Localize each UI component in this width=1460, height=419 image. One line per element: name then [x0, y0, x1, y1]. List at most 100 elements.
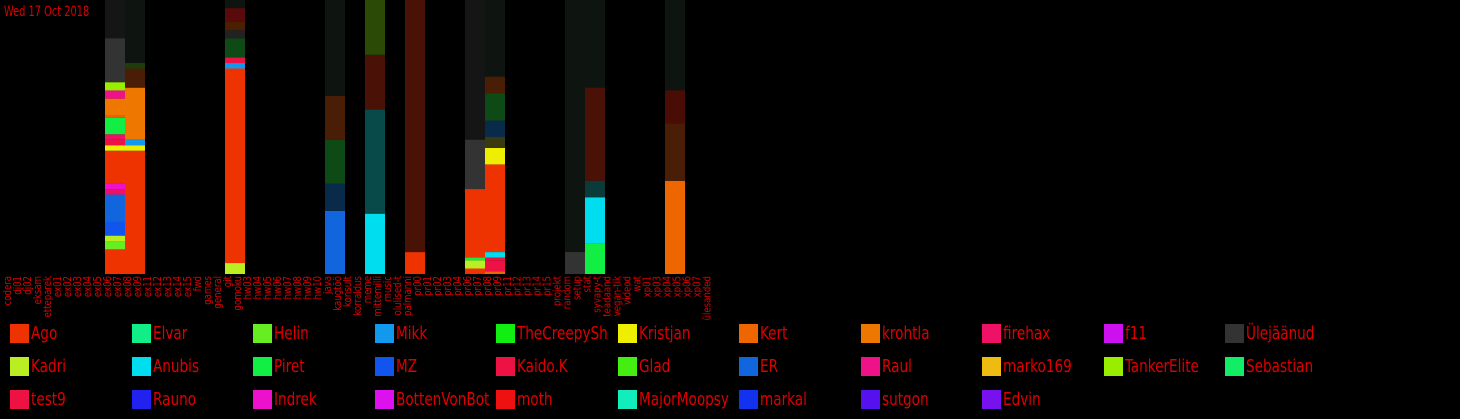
tick-label-xp07: xp07 — [692, 276, 704, 297]
legend-item: TankerElite — [1103, 353, 1224, 379]
tick-label-music: music — [382, 276, 394, 301]
legend-item: Piret — [253, 353, 373, 379]
bar-segment-pr07-9 — [485, 76, 505, 94]
legend-swatch — [10, 356, 29, 376]
tick-label-games: games — [202, 276, 214, 305]
bar-segment-ex06-11 — [105, 117, 125, 135]
bar-segment-meme-3 — [365, 0, 385, 55]
bar-segment-general-6 — [225, 21, 245, 31]
legend-label: MZ — [395, 355, 417, 377]
legend-item: Anubis — [131, 353, 252, 379]
tick-label-hw07: hw07 — [282, 276, 294, 299]
tick-label-pr00: pr00 — [412, 276, 424, 296]
bar-segment-general-2 — [225, 63, 245, 69]
bar-segment-ex06-4 — [105, 194, 125, 222]
bar-segment-random-0 — [565, 252, 585, 274]
tick-label-vegan-tik: vegan-tik — [612, 276, 624, 317]
legend-item: Ülejäänud — [1225, 320, 1345, 346]
legend-item: Kert — [739, 320, 859, 346]
bar-segment-general-5 — [225, 30, 245, 39]
tick-label-hw06: hw06 — [272, 276, 284, 299]
bar-segment-stat-2 — [585, 180, 605, 198]
legend-label: Ülejäänud — [1246, 322, 1315, 344]
bar-background-random — [565, 0, 585, 274]
legend-label: marko169 — [1003, 355, 1072, 377]
legend-label: Anubis — [152, 355, 199, 377]
tick-label-hw10: hw10 — [312, 276, 324, 299]
tick-label-codera: codera — [2, 276, 14, 305]
bar-segment-java-0 — [325, 210, 345, 274]
tick-label-dj02: dj02 — [22, 276, 34, 295]
tick-label-xp03: xp03 — [652, 276, 664, 297]
legend-swatch — [982, 389, 1001, 409]
tick-label-ex04: ex04 — [82, 276, 94, 297]
bar-segment-xp03-0 — [665, 180, 685, 274]
legend-swatch — [131, 389, 151, 409]
tick-label-hw09: hw09 — [302, 276, 314, 299]
bar-segment-java-3 — [325, 95, 345, 140]
tick-label-mittemilli: mittemilli — [372, 276, 384, 317]
legend-swatch — [253, 356, 272, 376]
legend-item: f11 — [1103, 320, 1224, 346]
legend-swatch — [617, 356, 637, 376]
bar-segment-pr07-3 — [485, 252, 505, 258]
bar-segment-stat-3 — [585, 87, 605, 181]
tick-label-meme: meme — [362, 276, 374, 303]
legend-label: Kristjan — [638, 322, 690, 344]
tick-label-ex07: ex07 — [112, 276, 124, 297]
tick-label-videod: videod — [622, 276, 634, 305]
legend-item: MajorMoopsy — [617, 386, 738, 412]
tick-label-pr07: pr07 — [472, 276, 484, 296]
bar-segment-ex06-1 — [105, 241, 125, 250]
tick-label-ex05: ex05 — [92, 276, 104, 297]
bar-segment-ex07-3 — [125, 87, 145, 140]
bar-segment-ex07-1 — [125, 145, 145, 151]
bar-segment-pr07-4 — [485, 164, 505, 253]
tick-label-syvapy-t: syvapy-t — [592, 276, 604, 313]
legend-label: MajorMoopsy — [638, 388, 729, 410]
tick-label-pr01: pr01 — [422, 276, 434, 296]
legend-label: ER — [760, 355, 779, 377]
legend-item: Rauno — [131, 386, 252, 412]
legend-label: krohtla — [881, 322, 930, 344]
legend-label: TankerElite — [1124, 355, 1199, 377]
bar-segment-pr07-0 — [485, 271, 505, 274]
bar-segment-java-2 — [325, 139, 345, 184]
bar-segment-xp03-1 — [665, 123, 685, 181]
tick-label-xp05: xp05 — [672, 276, 684, 297]
legend-label: Glad — [638, 355, 670, 377]
bar-segment-ex06-8 — [105, 145, 125, 151]
bar-segment-pr07-5 — [485, 147, 505, 165]
tick-label-fwd: fwd — [192, 276, 204, 291]
tick-label-pr02: pr02 — [432, 276, 444, 296]
legend-swatch — [253, 389, 272, 409]
bar-segment-ex06-9 — [105, 139, 125, 146]
tick-label-hw03: hw03 — [242, 276, 254, 299]
legend-item: test9 — [10, 386, 130, 412]
legend-swatch — [374, 389, 394, 409]
legend-item: Glad — [617, 353, 738, 379]
legend-item: Helin — [253, 320, 373, 346]
bar-segment-general-3 — [225, 57, 245, 64]
tick-label-eksam: eksam — [32, 276, 44, 304]
legend-swatch — [982, 356, 1001, 376]
legend-swatch — [10, 323, 29, 343]
legend-swatch — [739, 356, 758, 376]
tick-label-korraldus: korraldus — [352, 276, 364, 316]
bar-segment-java-1 — [325, 183, 345, 211]
legend-label: Edvin — [1003, 388, 1041, 410]
legend-item: Sebastian — [1225, 353, 1345, 379]
tick-label-xp01: xp01 — [642, 276, 654, 297]
tick-label-setup: setup — [572, 276, 584, 300]
bar-segment-meme-2 — [365, 54, 385, 110]
legend-item: Ago — [10, 320, 130, 346]
bar-segment-ex07-5 — [125, 63, 145, 69]
bar-segment-ex06-13 — [105, 98, 125, 116]
bar-segment-ex06-3 — [105, 221, 125, 236]
legend-swatch — [131, 323, 151, 343]
bar-segment-ex06-15 — [105, 82, 125, 91]
bar-segment-general-7 — [225, 8, 245, 22]
tick-label-git: git — [222, 276, 234, 287]
tick-label-ex02: ex02 — [62, 276, 74, 297]
